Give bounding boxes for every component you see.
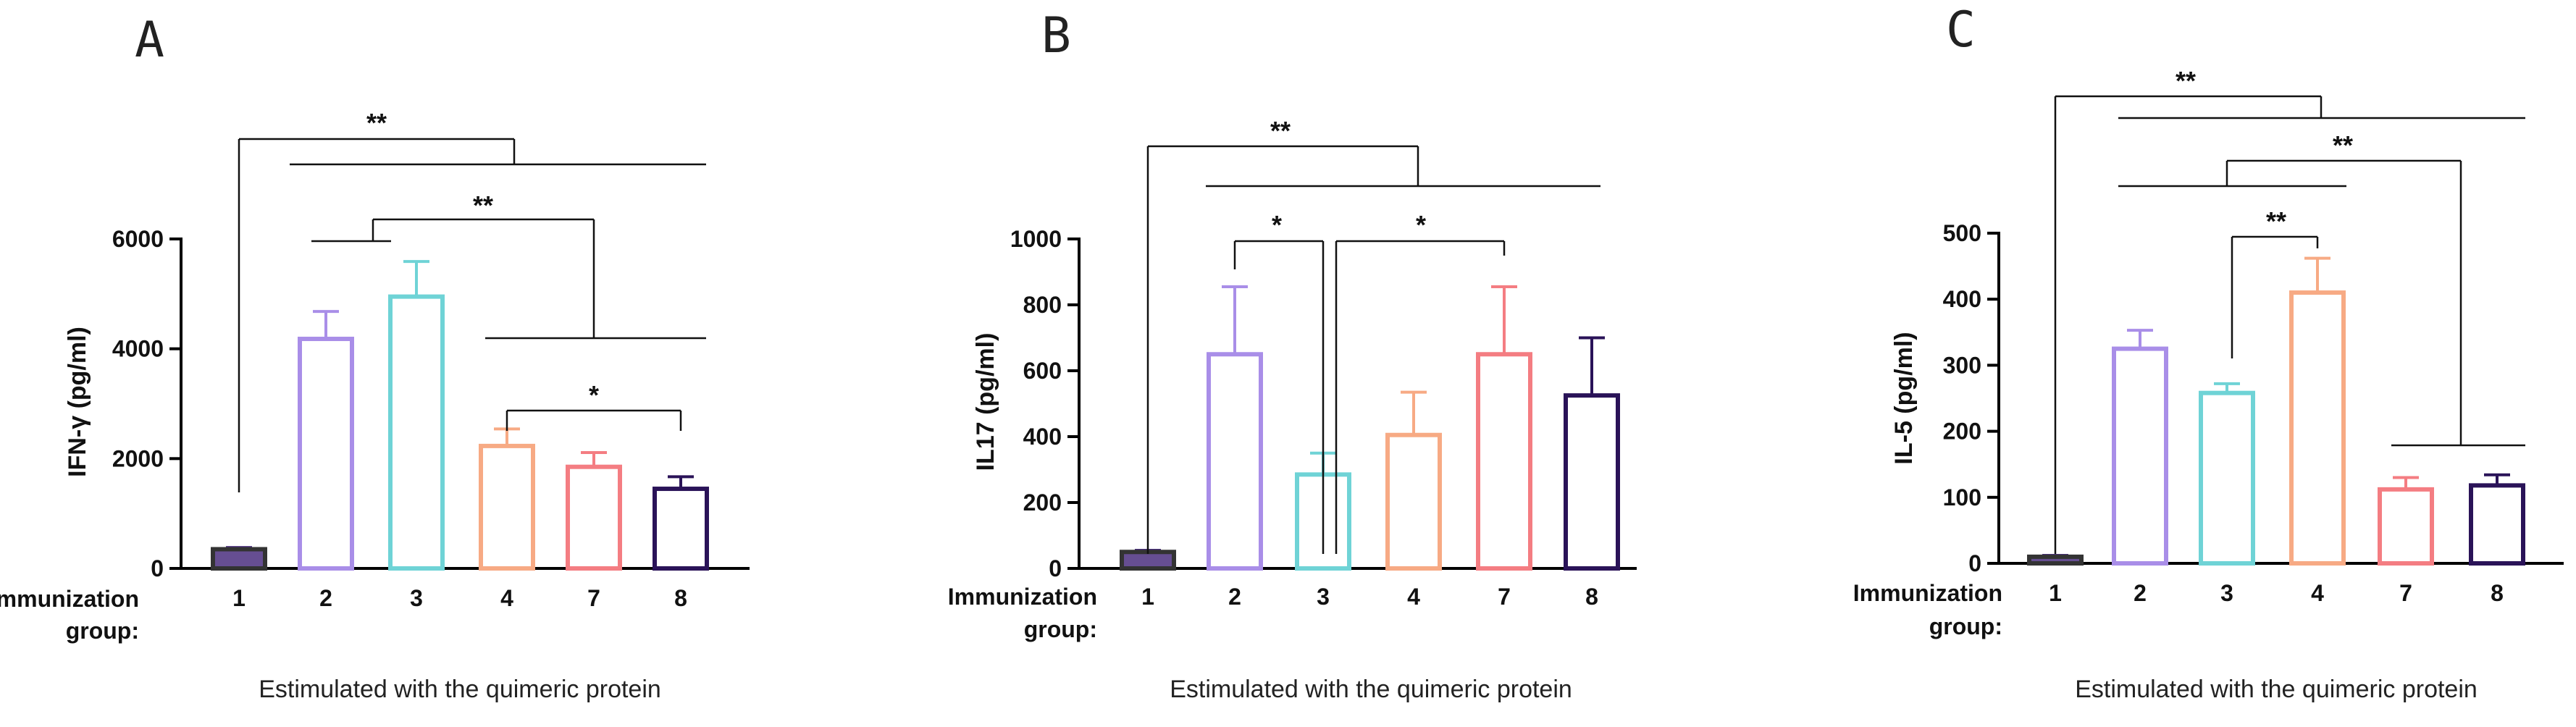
y-axis-label-c: IL-5 (pg/ml) — [1890, 332, 1918, 464]
bar-a-7 — [566, 464, 622, 571]
group-label-a-line1: Immunization — [0, 586, 139, 612]
y-tick-label-c-5: 500 — [1943, 220, 1981, 246]
bar-c-4 — [2289, 290, 2346, 566]
y-axis-label-a: IFN-γ (pg/ml) — [64, 327, 91, 477]
panel-letter-b: B — [1041, 7, 1071, 64]
y-tick-label-a-1: 2000 — [112, 445, 164, 471]
x-axis-label-a: Estimulated with the quimeric protein — [259, 676, 661, 703]
y-tick-label-b-3: 600 — [1023, 358, 1062, 384]
y-tick-label-a-0: 0 — [151, 555, 164, 581]
sig-star-c-2: ** — [2333, 130, 2353, 160]
y-tick-label-c-1: 100 — [1943, 484, 1981, 510]
y-tick-label-b-2: 400 — [1023, 424, 1062, 450]
bar-c-3 — [2199, 390, 2255, 566]
y-tick-label-c-2: 200 — [1943, 419, 1981, 445]
x-tick-label-c-1: 1 — [2049, 580, 2062, 606]
panel-letter-a: A — [135, 12, 164, 69]
sig-star-b-2: * — [1272, 210, 1282, 240]
x-tick-label-b-2: 2 — [1228, 584, 1241, 610]
bar-c-7 — [2378, 487, 2434, 566]
sig-star-b-1: ** — [1270, 116, 1291, 146]
sig-star-a-1: ** — [366, 108, 387, 138]
group-label-b-line2: group: — [1024, 616, 1097, 642]
group-label-b-line1: Immunization — [948, 584, 1097, 610]
y-tick-label-c-4: 400 — [1943, 286, 1981, 312]
x-tick-label-a-1: 1 — [232, 585, 246, 611]
bar-a-3 — [388, 294, 445, 571]
bar-b-1 — [1120, 550, 1176, 571]
y-tick-label-b-4: 800 — [1023, 292, 1062, 318]
sig-star-a-3: * — [589, 380, 599, 410]
x-tick-label-c-3: 3 — [2220, 580, 2233, 606]
x-tick-label-c-7: 7 — [2399, 580, 2412, 606]
x-tick-label-b-1: 1 — [1141, 584, 1154, 610]
y-tick-label-c-0: 0 — [1968, 550, 1981, 576]
x-tick-label-a-3: 3 — [410, 585, 423, 611]
x-tick-label-a-4: 4 — [500, 585, 513, 611]
bar-b-7 — [1476, 352, 1532, 571]
bar-a-8 — [653, 487, 709, 571]
y-tick-label-a-3: 6000 — [112, 226, 164, 252]
bar-a-2 — [298, 337, 354, 571]
y-tick-label-c-3: 300 — [1943, 352, 1981, 378]
bar-a-1 — [211, 547, 267, 571]
y-tick-label-b-0: 0 — [1049, 555, 1062, 581]
group-label-c-line2: group: — [1929, 613, 2002, 639]
x-tick-label-b-7: 7 — [1498, 584, 1511, 610]
panel-letter-c: C — [1946, 1, 1976, 59]
x-tick-label-a-8: 8 — [674, 585, 687, 611]
y-tick-label-b-1: 200 — [1023, 489, 1062, 516]
bar-b-2 — [1207, 352, 1263, 571]
x-tick-label-a-2: 2 — [319, 585, 332, 611]
x-tick-label-b-8: 8 — [1585, 584, 1598, 610]
x-tick-label-c-4: 4 — [2311, 580, 2324, 606]
group-label-a-line2: group: — [66, 618, 139, 644]
sig-star-b-3: * — [1416, 210, 1426, 240]
bar-b-4 — [1385, 432, 1442, 571]
panel-c-chart: 0 100 200 300 400 500 1 2 3 4 7 8 ** ** ** — [1943, 66, 2564, 606]
sig-star-c-3: ** — [2266, 206, 2286, 236]
bar-c-8 — [2469, 483, 2525, 566]
bar-b-8 — [1564, 393, 1620, 571]
x-axis-label-b: Estimulated with the quimeric protein — [1170, 676, 1572, 703]
x-tick-label-b-3: 3 — [1317, 584, 1330, 610]
y-tick-label-b-5: 1000 — [1010, 226, 1062, 252]
bar-c-1 — [2027, 554, 2084, 566]
sig-star-a-2: ** — [473, 190, 493, 220]
bar-a-4 — [479, 443, 535, 571]
bar-c-2 — [2112, 346, 2168, 566]
y-axis-label-b: IL17 (pg/ml) — [972, 333, 999, 471]
x-tick-label-c-2: 2 — [2134, 580, 2147, 606]
sig-star-c-1: ** — [2176, 66, 2196, 96]
x-axis-label-c: Estimulated with the quimeric protein — [2075, 676, 2478, 703]
y-tick-label-a-2: 4000 — [112, 336, 164, 362]
x-tick-label-c-8: 8 — [2491, 580, 2504, 606]
group-label-c-line1: Immunization — [1853, 580, 2002, 606]
x-tick-label-a-7: 7 — [587, 585, 600, 611]
x-tick-label-b-4: 4 — [1407, 584, 1420, 610]
